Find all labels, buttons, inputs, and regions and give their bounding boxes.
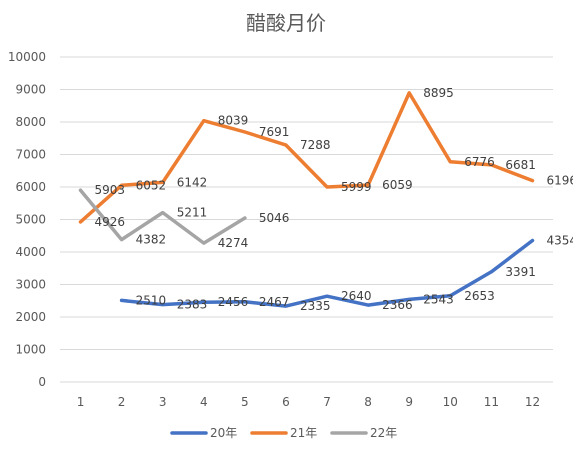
y-tick-label: 9000 xyxy=(15,83,46,97)
data-point xyxy=(284,143,288,147)
data-point xyxy=(202,119,206,123)
y-tick-label: 5000 xyxy=(15,213,46,227)
data-label: 6142 xyxy=(177,175,208,189)
data-point xyxy=(489,163,493,167)
y-tick-label: 7000 xyxy=(15,148,46,162)
gridlines xyxy=(60,56,553,383)
data-point xyxy=(448,294,452,298)
data-label: 6052 xyxy=(136,178,167,192)
x-tick-label: 10 xyxy=(443,395,458,409)
data-point xyxy=(325,294,329,298)
x-tick-label: 4 xyxy=(200,395,208,409)
y-tick-label: 8000 xyxy=(15,115,46,129)
data-point xyxy=(407,297,411,301)
x-tick-label: 7 xyxy=(323,395,331,409)
data-point xyxy=(161,211,165,215)
data-label: 2456 xyxy=(218,295,249,309)
legend-label-1: 20年 xyxy=(210,426,237,440)
data-point xyxy=(366,183,370,187)
data-label: 4274 xyxy=(218,236,249,250)
data-point xyxy=(161,303,165,307)
data-point xyxy=(243,216,247,220)
x-tick-label: 3 xyxy=(159,395,167,409)
x-tick-label: 12 xyxy=(525,395,540,409)
legend-label-3: 22年 xyxy=(370,426,397,440)
data-label: 2640 xyxy=(341,289,372,303)
x-axis: 1 2 3 4 5 6 7 8 9 10 11 12 xyxy=(77,395,540,409)
data-label: 2335 xyxy=(300,299,331,313)
data-point xyxy=(120,238,124,242)
data-label: 7288 xyxy=(300,138,331,152)
chart-title: 醋酸月价 xyxy=(246,11,326,35)
y-tick-label: 10000 xyxy=(8,50,46,64)
data-point xyxy=(120,298,124,302)
data-point xyxy=(120,183,124,187)
x-tick-label: 6 xyxy=(282,395,290,409)
data-point xyxy=(489,270,493,274)
data-point xyxy=(407,91,411,95)
data-label: 6681 xyxy=(505,158,536,172)
x-tick-label: 9 xyxy=(405,395,413,409)
data-point xyxy=(284,304,288,308)
y-tick-label: 3000 xyxy=(15,278,46,292)
data-point xyxy=(325,185,329,189)
data-label: 6196 xyxy=(546,174,573,188)
data-point xyxy=(448,160,452,164)
data-label: 2467 xyxy=(259,295,290,309)
data-label: 5211 xyxy=(177,206,208,220)
data-point xyxy=(243,300,247,304)
data-label: 5046 xyxy=(259,211,290,225)
series-line-2 xyxy=(78,91,535,224)
data-label: 5999 xyxy=(341,180,372,194)
data-point xyxy=(530,179,534,183)
data-point xyxy=(202,241,206,245)
y-tick-label: 6000 xyxy=(15,180,46,194)
data-label: 6776 xyxy=(464,155,495,169)
data-label: 3391 xyxy=(505,265,536,279)
data-label: 7691 xyxy=(259,125,290,139)
data-label: 8039 xyxy=(218,114,249,128)
x-tick-label: 8 xyxy=(364,395,372,409)
data-label: 2366 xyxy=(382,298,413,312)
y-tick-label: 4000 xyxy=(15,245,46,259)
data-label: 2383 xyxy=(177,298,208,312)
data-point xyxy=(161,180,165,184)
data-labels: 2510 2383 2456 2467 2335 2640 2366 2543 2653 3391… xyxy=(95,86,573,313)
data-point xyxy=(202,300,206,304)
x-tick-label: 1 xyxy=(77,395,85,409)
data-label: 2653 xyxy=(464,289,495,303)
legend: 20年 21年 22年 xyxy=(170,426,397,440)
y-tick-label: 0 xyxy=(38,375,46,389)
data-point xyxy=(366,303,370,307)
data-label: 2510 xyxy=(136,293,167,307)
data-point xyxy=(79,220,83,224)
y-axis: 0 1000 2000 3000 4000 5000 6000 7000 8000 9000 100… xyxy=(8,50,46,389)
data-label: 5903 xyxy=(95,183,126,197)
x-tick-label: 2 xyxy=(118,395,126,409)
data-point xyxy=(243,130,247,134)
x-tick-label: 11 xyxy=(484,395,499,409)
data-label: 4382 xyxy=(136,233,167,247)
data-label: 6059 xyxy=(382,178,413,192)
x-tick-label: 5 xyxy=(241,395,249,409)
data-point xyxy=(530,238,534,242)
data-label: 2543 xyxy=(423,292,454,306)
data-label: 8895 xyxy=(423,86,454,100)
data-label: 4926 xyxy=(95,215,126,229)
series-lines xyxy=(78,91,535,308)
data-point xyxy=(79,188,83,192)
legend-label-2: 21年 xyxy=(290,426,317,440)
y-tick-label: 1000 xyxy=(15,343,46,357)
y-tick-label: 2000 xyxy=(15,310,46,324)
